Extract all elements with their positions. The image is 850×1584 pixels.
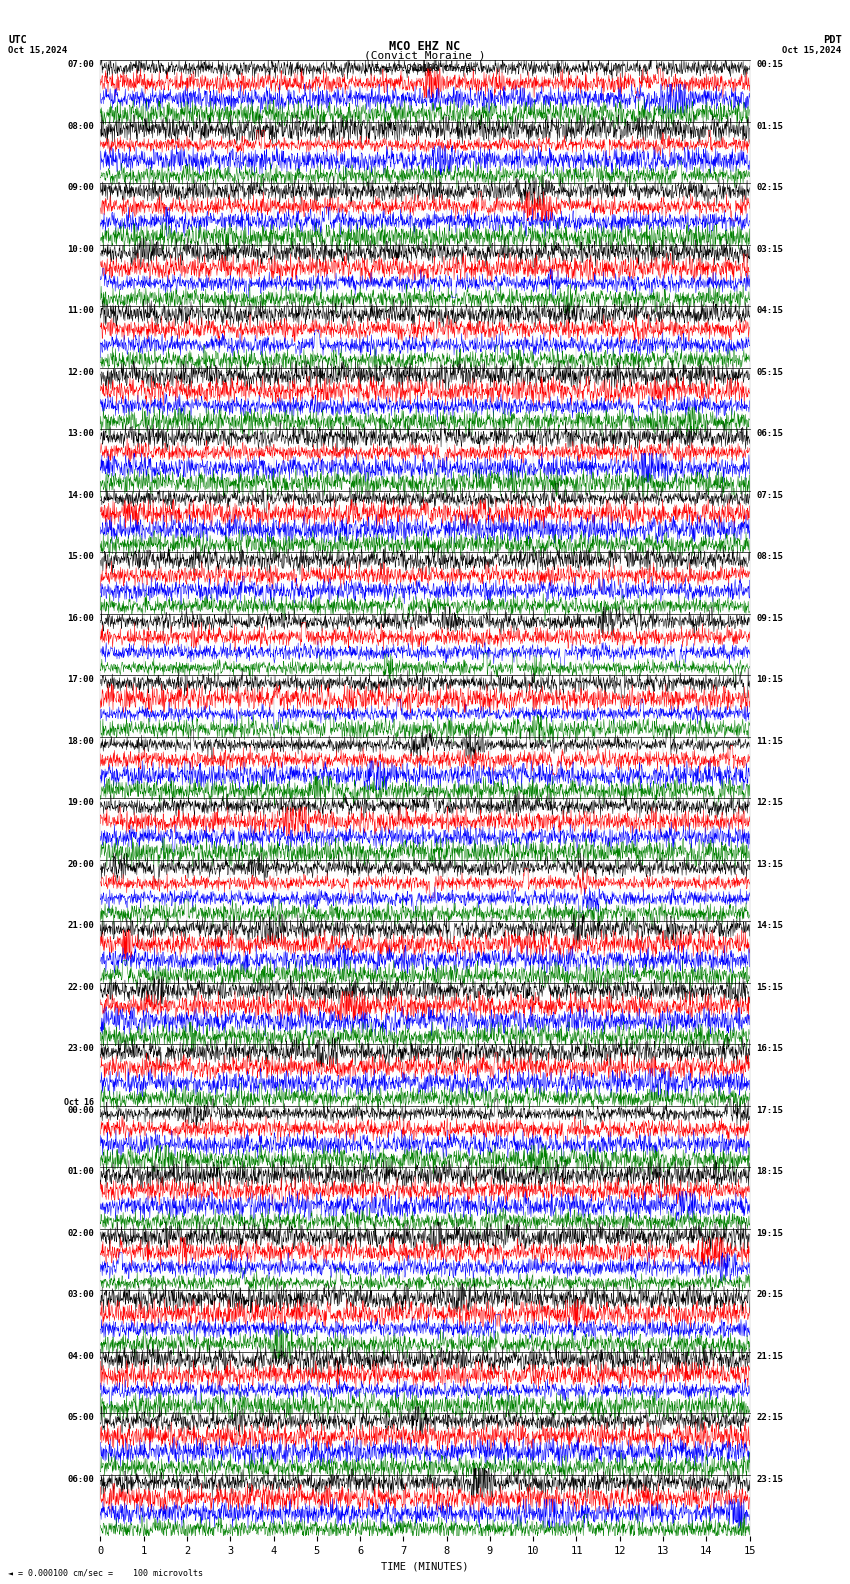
Text: 19:15: 19:15 <box>756 1229 783 1239</box>
Text: 11:15: 11:15 <box>756 737 783 746</box>
Text: ◄ = 0.000100 cm/sec =    100 microvolts: ◄ = 0.000100 cm/sec = 100 microvolts <box>8 1568 203 1578</box>
Text: 03:15: 03:15 <box>756 244 783 253</box>
Text: 19:00: 19:00 <box>67 798 94 808</box>
Text: 15:15: 15:15 <box>756 982 783 992</box>
Text: 12:15: 12:15 <box>756 798 783 808</box>
Text: 15:00: 15:00 <box>67 553 94 561</box>
Text: 02:15: 02:15 <box>756 184 783 192</box>
Text: 04:00: 04:00 <box>67 1351 94 1361</box>
Text: 09:00: 09:00 <box>67 184 94 192</box>
Text: 23:15: 23:15 <box>756 1475 783 1484</box>
Text: 01:15: 01:15 <box>756 122 783 131</box>
Text: 13:00: 13:00 <box>67 429 94 439</box>
Text: 04:15: 04:15 <box>756 306 783 315</box>
Text: 21:15: 21:15 <box>756 1351 783 1361</box>
Text: 01:00: 01:00 <box>67 1167 94 1177</box>
Text: 18:00: 18:00 <box>67 737 94 746</box>
Text: 10:15: 10:15 <box>756 675 783 684</box>
Text: 22:15: 22:15 <box>756 1413 783 1422</box>
Text: 03:00: 03:00 <box>67 1291 94 1299</box>
Text: 12:00: 12:00 <box>67 367 94 377</box>
Text: (Convict Moraine ): (Convict Moraine ) <box>365 51 485 60</box>
Text: 20:15: 20:15 <box>756 1291 783 1299</box>
Text: 23:00: 23:00 <box>67 1044 94 1053</box>
Text: 16:00: 16:00 <box>67 613 94 623</box>
Text: 05:00: 05:00 <box>67 1413 94 1422</box>
Text: 20:00: 20:00 <box>67 860 94 870</box>
Text: 02:00: 02:00 <box>67 1229 94 1239</box>
Text: MCO EHZ NC: MCO EHZ NC <box>389 40 461 52</box>
Text: 13:15: 13:15 <box>756 860 783 870</box>
Text: 21:00: 21:00 <box>67 922 94 930</box>
Text: PDT: PDT <box>823 35 842 44</box>
Text: 11:00: 11:00 <box>67 306 94 315</box>
Text: Oct 16: Oct 16 <box>64 1098 94 1107</box>
Text: 17:00: 17:00 <box>67 675 94 684</box>
Text: UTC: UTC <box>8 35 27 44</box>
Text: 17:15: 17:15 <box>756 1106 783 1115</box>
Text: I = 0.000100 cm/sec: I = 0.000100 cm/sec <box>374 63 476 73</box>
Text: 07:15: 07:15 <box>756 491 783 501</box>
Text: 10:00: 10:00 <box>67 244 94 253</box>
Text: 06:00: 06:00 <box>67 1475 94 1484</box>
Text: 06:15: 06:15 <box>756 429 783 439</box>
Text: 14:15: 14:15 <box>756 922 783 930</box>
Text: 00:00: 00:00 <box>67 1106 94 1115</box>
Text: 18:15: 18:15 <box>756 1167 783 1177</box>
Text: 14:00: 14:00 <box>67 491 94 501</box>
Text: Oct 15,2024: Oct 15,2024 <box>8 46 68 55</box>
Text: 07:00: 07:00 <box>67 60 94 70</box>
Text: 05:15: 05:15 <box>756 367 783 377</box>
Text: 16:15: 16:15 <box>756 1044 783 1053</box>
Text: 08:00: 08:00 <box>67 122 94 131</box>
Text: 09:15: 09:15 <box>756 613 783 623</box>
Text: 22:00: 22:00 <box>67 982 94 992</box>
Text: 08:15: 08:15 <box>756 553 783 561</box>
Text: Oct 15,2024: Oct 15,2024 <box>782 46 842 55</box>
Text: 00:15: 00:15 <box>756 60 783 70</box>
X-axis label: TIME (MINUTES): TIME (MINUTES) <box>382 1562 468 1571</box>
